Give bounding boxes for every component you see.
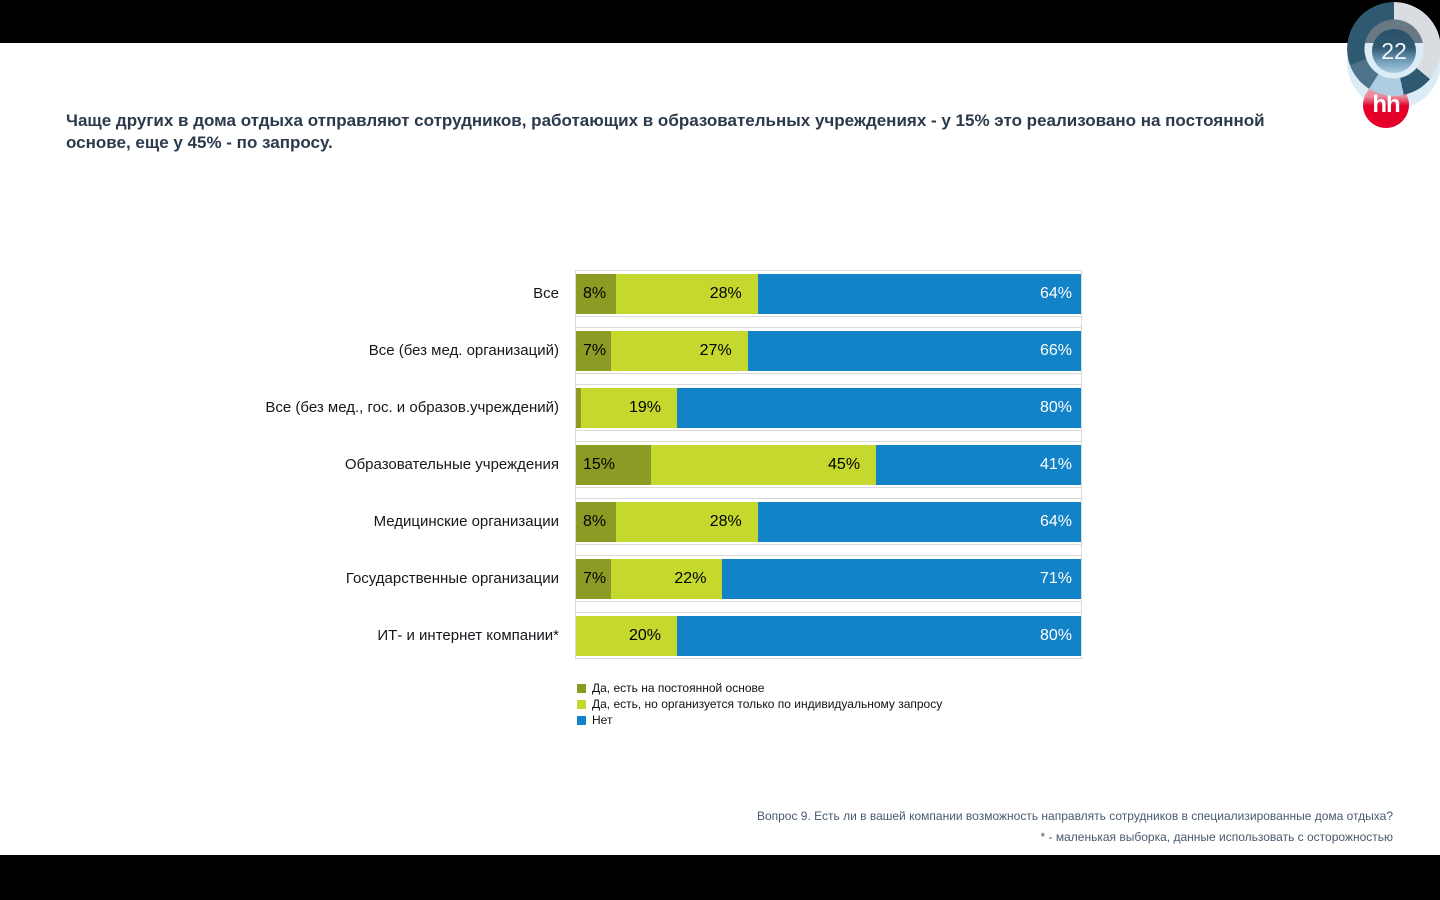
footnote-asterisk: * - маленькая выборка, данные использова… <box>1040 830 1393 844</box>
legend-item: Да, есть, но организуется только по инди… <box>577 696 942 712</box>
bar-segment: 45% <box>651 445 877 485</box>
bar-value-label: 80% <box>1039 399 1072 416</box>
bar-value-label: 64% <box>1039 285 1072 302</box>
bar-value-label: 19% <box>628 399 661 416</box>
category-label: Медицинские организации <box>373 513 559 530</box>
category-label: Все (без мед., гос. и образов.учреждений… <box>265 399 559 416</box>
legend-item: Да, есть на постоянной основе <box>577 680 942 696</box>
top-black-bar <box>0 0 1440 43</box>
category-label: Образовательные учреждения <box>344 456 559 473</box>
bar-segment: 7% <box>576 559 612 599</box>
chart-row: 15% 45% 41% <box>576 441 1081 488</box>
stacked-bar: 15% 45% 41% <box>576 445 1081 485</box>
legend-swatch-icon <box>577 699 586 709</box>
chart-row: 20% 80% <box>576 612 1081 659</box>
bar-value-label: 41% <box>1039 456 1072 473</box>
bar-value-label: 28% <box>709 513 742 530</box>
bar-segment: 80% <box>677 616 1081 656</box>
bar-segment: 20% <box>576 616 677 656</box>
bar-segment: 41% <box>876 445 1081 485</box>
bar-segment: 22% <box>611 559 723 599</box>
bar-segment: 80% <box>676 388 1081 428</box>
bar-value-label: 8% <box>583 285 607 302</box>
bar-segment: 8% <box>576 502 617 542</box>
legend-swatch-icon <box>577 715 586 725</box>
bar-value-label: 45% <box>828 456 861 473</box>
slide-title-line1: Чаще других в дома отдыха отправляют сот… <box>66 111 1265 130</box>
bar-segment: 15% <box>576 445 652 485</box>
category-label: Все <box>533 285 559 302</box>
slide-title: Чаще других в дома отдыха отправляют сот… <box>66 110 1366 154</box>
bar-value-label: 64% <box>1039 513 1072 530</box>
bar-segment: 8% <box>576 274 617 314</box>
category-axis: Все Все (без мед. организаций) Все (без ме… <box>90 270 559 669</box>
page-number: 22 <box>1381 37 1407 64</box>
legend-label: Да, есть на постоянной основе <box>592 681 765 695</box>
bar-segment: 71% <box>722 559 1081 599</box>
chart-row: 8% 28% 64% <box>576 498 1081 545</box>
bar-value-label: 8% <box>583 513 607 530</box>
bar-value-label: 66% <box>1039 342 1072 359</box>
page-number-disc <box>1372 29 1416 73</box>
bar-value-label: 7% <box>583 342 607 359</box>
chart-row: 7% 27% 66% <box>576 327 1081 374</box>
category-label: Государственные организации <box>345 570 559 587</box>
bar-value-label: 28% <box>709 285 742 302</box>
plot-area: 8%28%64%7%27%66%1%19%80%15%45%41%8%28%64… <box>575 270 1082 659</box>
legend-label: Нет <box>592 713 613 727</box>
footnotes: Вопрос 9. Есть ли в вашей компании возмо… <box>757 806 1393 848</box>
slide-title-line2: основе, еще у 45% - по запросу. <box>66 133 333 152</box>
footnote-question: Вопрос 9. Есть ли в вашей компании возмо… <box>756 809 1393 823</box>
bar-value-label: 15% <box>583 456 616 473</box>
stacked-bar: 20% 80% <box>576 616 1081 656</box>
stacked-bar: 8% 28% 64% <box>576 274 1081 314</box>
bar-value-label: 27% <box>699 342 732 359</box>
bar-segment: 27% <box>611 331 748 371</box>
chart-row: 7% 22% 71% <box>576 555 1081 602</box>
bar-segment: 66% <box>747 331 1081 371</box>
category-label: ИТ- и интернет компании* <box>377 627 559 644</box>
bar-value-label: 22% <box>674 570 707 587</box>
legend-swatch-icon <box>577 683 586 693</box>
bar-segment: 19% <box>581 388 677 428</box>
bar-segment: 28% <box>616 274 758 314</box>
stacked-bar: 7% 27% 66% <box>576 331 1081 371</box>
chart-row: 8% 28% 64% <box>576 270 1081 317</box>
stacked-bar: 7% 22% 71% <box>576 559 1081 599</box>
bar-segment: 28% <box>616 502 758 542</box>
bar-value-label: 71% <box>1039 570 1072 587</box>
legend-label: Да, есть, но организуется только по инди… <box>592 697 943 711</box>
stacked-bar: 8% 28% 64% <box>576 502 1081 542</box>
bottom-black-bar <box>0 855 1440 900</box>
bar-value-label: 7% <box>583 570 607 587</box>
bar-value-label: 80% <box>1039 627 1072 644</box>
chart-row: 1%19%80% <box>576 384 1081 431</box>
legend: Да, есть на постоянной основе Да, есть, н… <box>577 680 942 728</box>
category-label: Все (без мед. организаций) <box>368 342 559 359</box>
stacked-bar: 1%19%80% <box>576 388 1081 428</box>
bar-segment: 7% <box>576 331 612 371</box>
legend-item: Нет <box>577 712 942 728</box>
bar-segment: 64% <box>757 274 1081 314</box>
bar-value-label: 20% <box>628 627 661 644</box>
bar-segment: 64% <box>757 502 1081 542</box>
